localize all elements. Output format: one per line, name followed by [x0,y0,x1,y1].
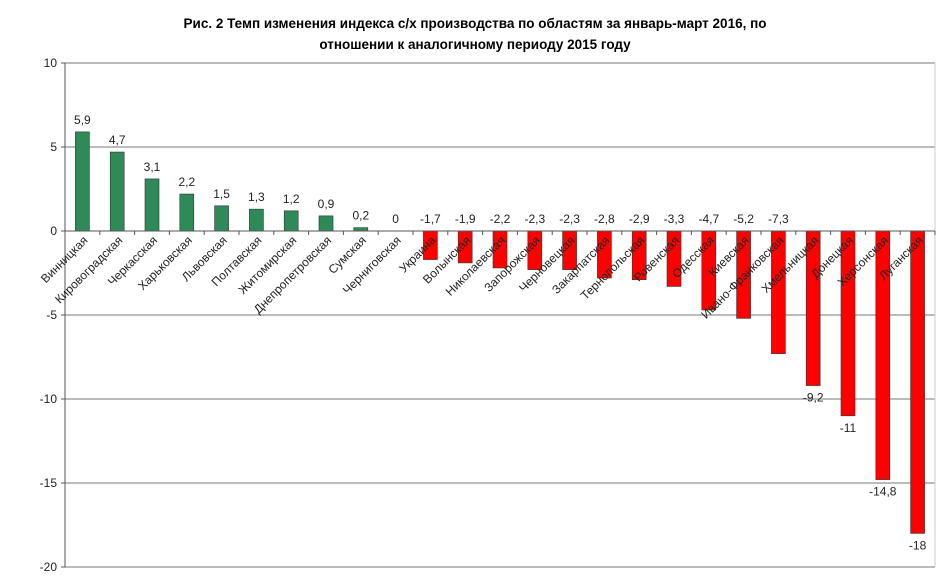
data-label: 1,5 [213,187,230,201]
chart-title: Рис. 2 Темп изменения индекса с/х произв… [0,13,950,55]
chart-title-line-1: Рис. 2 Темп изменения индекса с/х произв… [183,16,767,31]
data-label: 4,7 [109,133,126,147]
y-tick-label: 0 [50,224,57,238]
bar [249,208,264,232]
data-label: -1,9 [455,212,476,226]
y-tick-label: -10 [40,392,58,406]
data-label: -2,9 [629,212,650,226]
bar [109,151,125,232]
data-label: -3,3 [664,212,685,226]
data-label: 0 [392,212,399,226]
data-label: 0,2 [352,209,369,223]
data-label: 5,9 [74,113,91,127]
data-label: -9,2 [803,391,824,405]
bar [840,230,856,417]
data-label: -4,7 [698,212,719,226]
bar [353,227,369,232]
data-label: -14,8 [869,485,897,499]
bar [144,178,160,232]
data-label: 0,9 [318,197,335,211]
y-tick-label: -5 [46,308,57,322]
bar [910,230,925,534]
y-tick-label: -20 [40,560,58,574]
y-tick-label: -15 [40,476,58,490]
data-label: 1,3 [248,190,265,204]
y-tick-label: 10 [44,56,58,70]
data-label: -2,2 [490,212,511,226]
data-label: 3,1 [144,160,161,174]
bar [214,205,229,232]
y-tick-label: 5 [50,140,57,154]
bar [179,193,195,232]
data-label: 1,2 [283,192,300,206]
data-label: -2,8 [594,212,615,226]
data-label: -18 [909,538,927,552]
chart-title-line-2: отношении к аналогичному периоду 2015 го… [319,37,631,52]
bar [75,131,90,232]
bar [318,215,334,232]
data-label: -11 [840,421,857,435]
data-label: 2,2 [178,175,195,189]
data-label: -2,3 [559,212,580,226]
data-label: -5,2 [733,212,754,226]
data-label: -2,3 [524,212,545,226]
bar [283,210,299,232]
data-label: -7,3 [768,212,789,226]
data-label: -1,7 [420,212,441,226]
